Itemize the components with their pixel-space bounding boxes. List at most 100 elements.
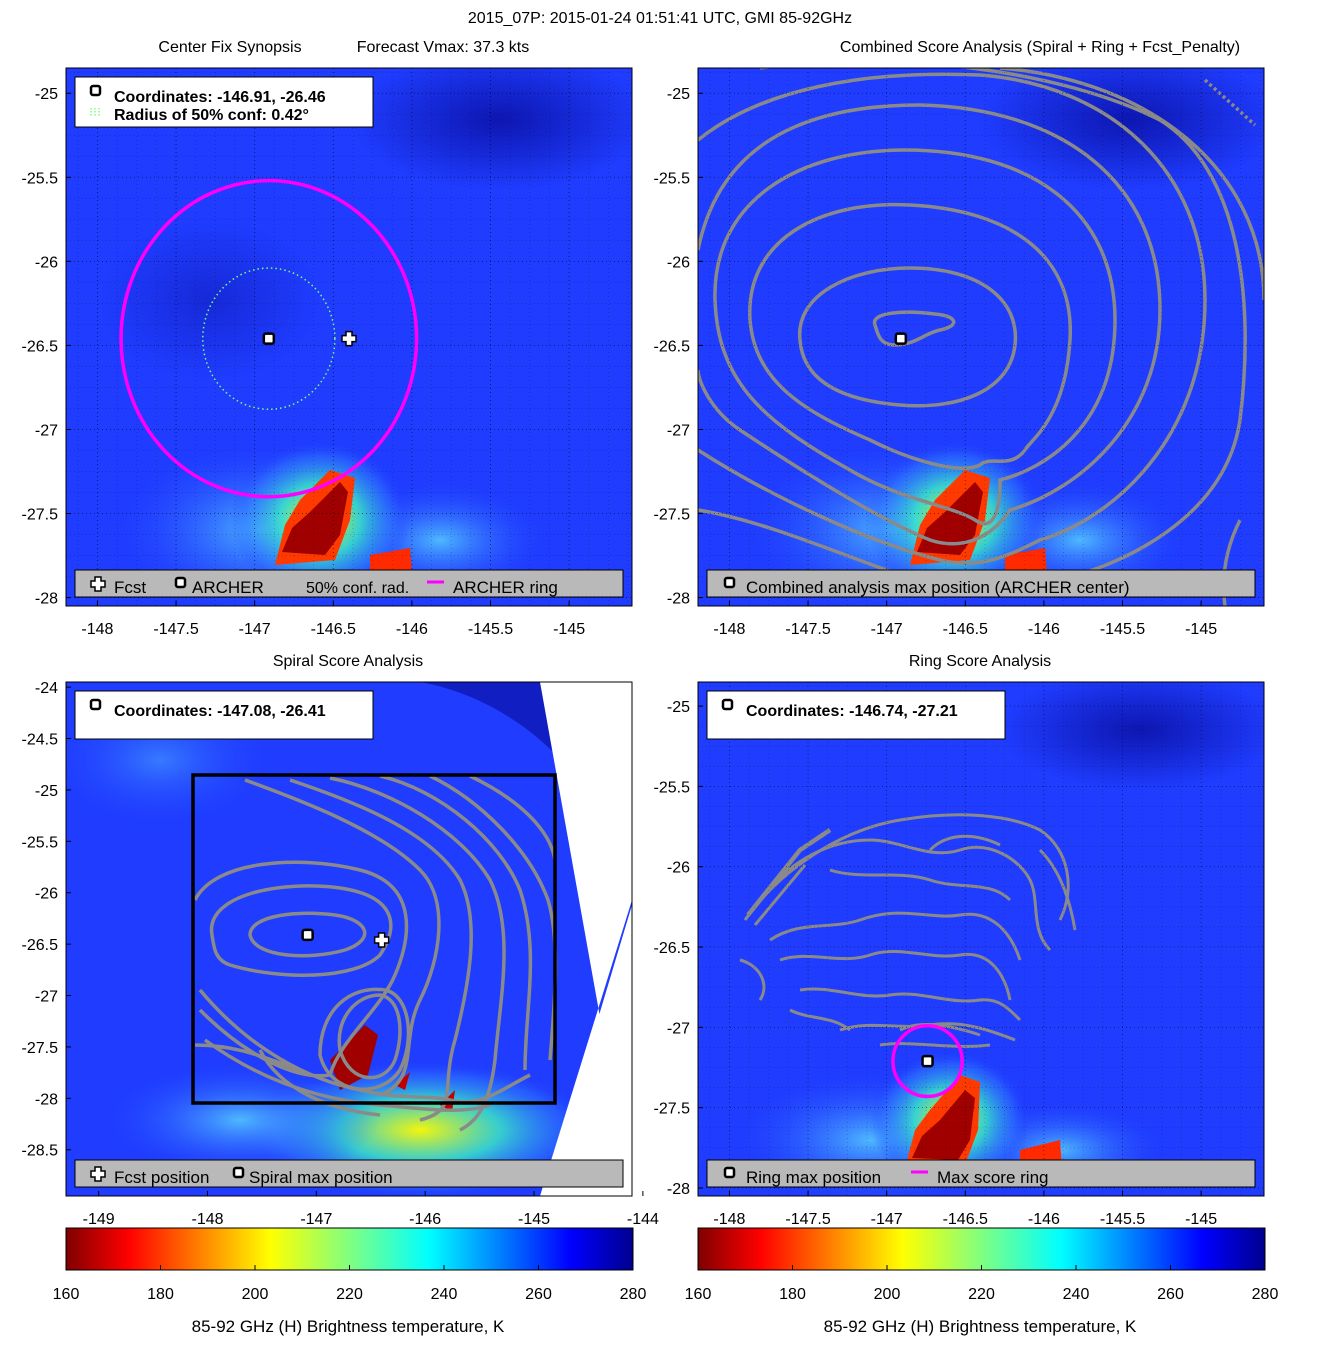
panel-b-legend: Combined analysis max position (ARCHER c… (706, 569, 1256, 598)
forecast-cross-shape (341, 330, 357, 347)
panel-d-contours (739, 813, 1077, 1048)
panel-d-coordinates: Coordinates: -146.74, -27.21 (746, 703, 958, 720)
y-tick-label: -27 (667, 422, 690, 439)
colorbar-tick-label: 240 (1063, 1286, 1090, 1303)
figure-title: 2015_07P: 2015-01-24 01:51:41 UTC, GMI 8… (468, 10, 852, 27)
y-tick-label: -25.5 (654, 170, 691, 187)
x-tick-label: -148 (713, 1211, 745, 1228)
x-tick-label: -145 (518, 1211, 550, 1228)
y-tick-label: -27.5 (22, 507, 59, 524)
colorbar-tick-label: 200 (874, 1286, 901, 1303)
panel-d-overlays (891, 1023, 964, 1099)
x-tick-label: -147 (300, 1211, 332, 1228)
y-tick-label: -28 (667, 1181, 690, 1198)
panel-a-title-right: Forecast Vmax: 37.3 kts (357, 39, 530, 56)
panel-a-heatmap (66, 68, 632, 606)
x-tick-label: -146 (409, 1211, 441, 1228)
max-score-ring (891, 1023, 964, 1099)
center-marker-icon (894, 332, 908, 345)
y-tick-label: -26 (35, 886, 58, 903)
y-tick-label: -26.5 (654, 338, 691, 355)
colorbar-tick-label: 160 (53, 1286, 80, 1303)
x-tick-label: -145 (1185, 621, 1217, 638)
x-tick-label: -147 (871, 1211, 903, 1228)
panel-b-yticks: -25 -25.5 -26 -26.5 -27 -27.5 -28 (654, 86, 703, 608)
panel-c-yticks: -24 -24.5 -25 -25.5 -26 -26.5 -27 -27.5 -28 -28.5 (22, 680, 71, 1160)
colorbar-tick-label: 200 (242, 1286, 269, 1303)
panel-a-overlays (119, 178, 419, 499)
y-tick-label: -25 (667, 86, 690, 103)
colorbar-tick-label: 240 (431, 1286, 458, 1303)
panel-c-contours (193, 774, 558, 1132)
x-tick-label: -146 (1028, 1211, 1060, 1228)
legend-archer-ring: ARCHER ring (453, 578, 558, 597)
colorbar-tick-label: 260 (1157, 1286, 1184, 1303)
panel-c-overlays (301, 928, 390, 948)
panel-c-legend: Fcst position Spiral max position (74, 1159, 624, 1188)
panel-a-info-box: Coordinates: -146.91, -26.46 Radius of 5… (74, 76, 374, 128)
legend-combined-max: Combined analysis max position (ARCHER c… (746, 578, 1130, 597)
forecast-cross-icon (341, 330, 357, 347)
x-tick-label: -147 (239, 621, 271, 638)
colorbar-tick-label: 220 (968, 1286, 995, 1303)
x-tick-label: -144 (627, 1211, 659, 1228)
panel-d-xticks: -148 -147.5 -147 -146.5 -146 -145.5 -145 (713, 1191, 1217, 1228)
archer-ring (119, 178, 419, 499)
archer-marker-icon (89, 84, 102, 97)
y-tick-label: -24 (35, 680, 58, 697)
y-tick-label: -25.5 (22, 170, 59, 187)
conf-radius-icon (90, 108, 100, 116)
x-tick-label: -146.5 (943, 1211, 988, 1228)
y-tick-label: -24.5 (22, 732, 59, 749)
colorbar-tick-label: 180 (779, 1286, 806, 1303)
panel-d-heatmap (698, 682, 1264, 1196)
x-tick-label: -146 (1028, 621, 1060, 638)
y-tick-label: -25.5 (22, 834, 59, 851)
legend-conf-rad: 50% conf. rad. (306, 580, 409, 597)
x-tick-label: -145.5 (1100, 621, 1145, 638)
panel-d-axes-frame (697, 681, 1265, 1197)
legend-fcst: Fcst (114, 578, 146, 597)
panel-d-yticks: -25 -25.5 -26 -26.5 -27 -27.5 -28 (654, 699, 703, 1198)
x-tick-label: -147.5 (785, 1211, 830, 1228)
panel-a-grid (66, 68, 632, 606)
colorbar-tick-label: 280 (1252, 1286, 1279, 1303)
center-marker-icon (921, 1054, 934, 1068)
y-tick-label: -26 (667, 254, 690, 271)
legend-max-score-ring: Max score ring (937, 1168, 1048, 1187)
colorbar-left: 160 180 200 220 240 260 280 85-92 GHz (H) Brig… (53, 1227, 646, 1336)
y-tick-label: -28 (667, 591, 690, 608)
panel-b-contours (698, 68, 1264, 606)
y-tick-label: -26.5 (22, 937, 59, 954)
confidence-radius-circle (202, 267, 336, 411)
fcst-cross-icon (90, 576, 106, 592)
x-tick-label: -145.5 (468, 621, 513, 638)
panel-a-coordinates: Coordinates: -146.91, -26.46 (114, 89, 326, 106)
x-tick-label: -145 (1185, 1211, 1217, 1228)
y-tick-label: -27.5 (654, 507, 691, 524)
panel-a-yticks: -25 -25.5 -26 -26.5 -27 -27.5 -28 (22, 86, 71, 608)
y-tick-label: -26.5 (22, 338, 59, 355)
colorbar-right-label: 85-92 GHz (H) Brightness temperature, K (824, 1317, 1137, 1336)
x-tick-label: -145.5 (1100, 1211, 1145, 1228)
panel-c-coordinates: Coordinates: -147.08, -26.41 (114, 703, 326, 720)
panel-c-axes-frame (65, 681, 633, 1197)
x-tick-label: -148 (713, 621, 745, 638)
y-tick-label: -27 (667, 1020, 690, 1037)
legend-archer: ARCHER (192, 578, 264, 597)
panel-c-heatmap (66, 682, 632, 1196)
colorbar-tick-label: 220 (336, 1286, 363, 1303)
panel-a-radius: Radius of 50% conf: 0.42° (114, 107, 309, 124)
archer-marker-icon (723, 576, 736, 589)
x-tick-label: -146.5 (943, 621, 988, 638)
y-tick-label: -25.5 (654, 779, 691, 796)
y-tick-label: -27.5 (654, 1101, 691, 1118)
panel-b-title: Combined Score Analysis (Spiral + Ring +… (840, 39, 1240, 56)
legend-ring-max: Ring max position (746, 1168, 881, 1187)
y-tick-label: -26.5 (654, 940, 691, 957)
y-tick-label: -28 (35, 591, 58, 608)
panel-d-grid (698, 682, 1264, 1196)
y-tick-label: -27 (35, 422, 58, 439)
panel-b-overlays (894, 332, 908, 345)
